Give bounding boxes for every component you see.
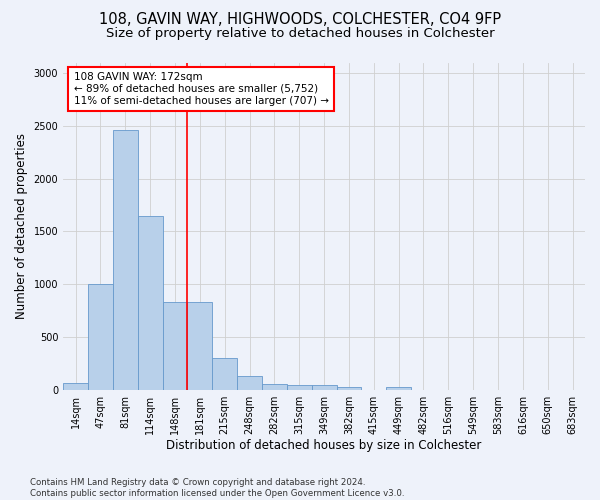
- Bar: [386, 386, 411, 390]
- Bar: [113, 130, 138, 390]
- Y-axis label: Number of detached properties: Number of detached properties: [15, 133, 28, 319]
- Bar: [311, 385, 337, 390]
- Bar: [237, 376, 262, 390]
- Bar: [163, 302, 187, 390]
- Bar: [187, 302, 212, 390]
- Bar: [212, 358, 237, 390]
- Bar: [138, 216, 163, 390]
- Bar: [63, 384, 88, 390]
- Text: 108, GAVIN WAY, HIGHWOODS, COLCHESTER, CO4 9FP: 108, GAVIN WAY, HIGHWOODS, COLCHESTER, C…: [99, 12, 501, 28]
- Text: Size of property relative to detached houses in Colchester: Size of property relative to detached ho…: [106, 28, 494, 40]
- Text: 108 GAVIN WAY: 172sqm
← 89% of detached houses are smaller (5,752)
11% of semi-d: 108 GAVIN WAY: 172sqm ← 89% of detached …: [74, 72, 329, 106]
- Bar: [88, 284, 113, 390]
- Text: Contains HM Land Registry data © Crown copyright and database right 2024.
Contai: Contains HM Land Registry data © Crown c…: [30, 478, 404, 498]
- Bar: [337, 386, 361, 390]
- Bar: [287, 385, 311, 390]
- X-axis label: Distribution of detached houses by size in Colchester: Distribution of detached houses by size …: [166, 440, 482, 452]
- Bar: [262, 384, 287, 390]
